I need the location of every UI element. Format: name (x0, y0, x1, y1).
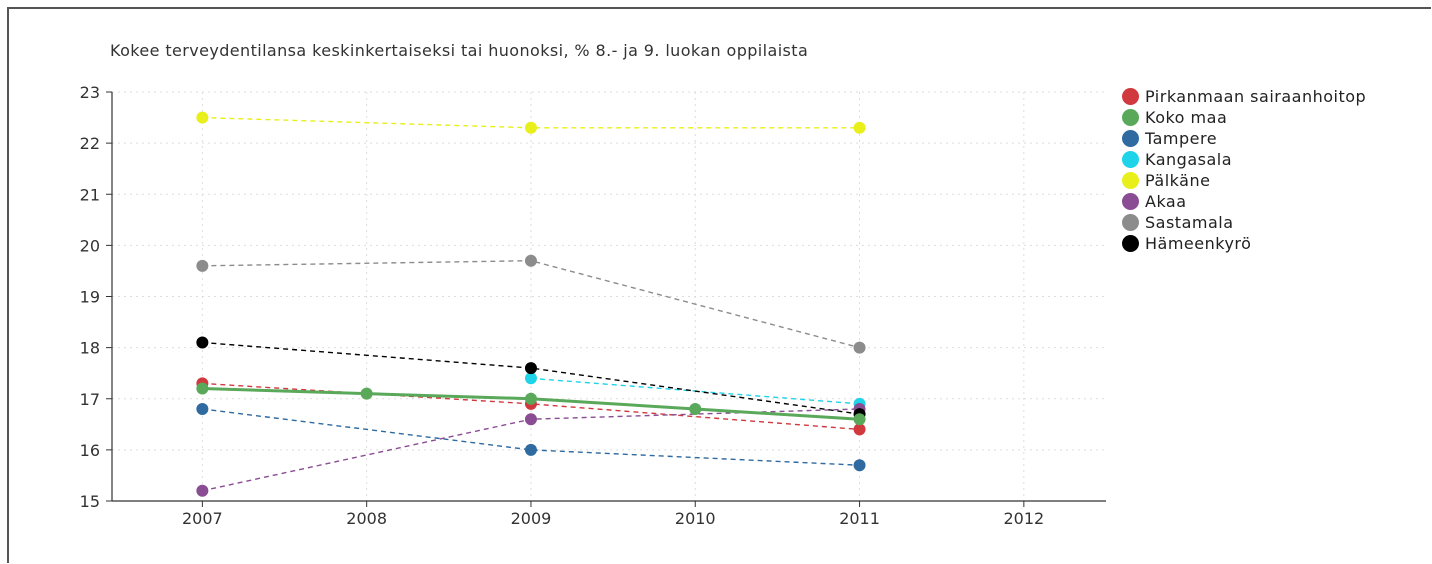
data-point-series-5 (196, 111, 209, 124)
legend-label: Akaa (1145, 192, 1187, 211)
y-tick-label: 19 (80, 288, 100, 307)
x-tick-label: 2008 (346, 509, 387, 528)
data-point-series-2 (689, 402, 702, 415)
legend-item[interactable]: Hämeenkyrö (1122, 233, 1432, 254)
series-line-3 (202, 408, 860, 466)
legend-item[interactable]: Sastamala (1122, 212, 1432, 233)
data-point-series-2 (853, 413, 866, 426)
axes: 15 16 17 18 19 20 21 22 23 2007 2008 2009 2010 2011 20… (80, 83, 1106, 528)
legend-label: Pälkäne (1145, 171, 1211, 190)
y-tick-label: 20 (80, 236, 100, 255)
series-line-8 (202, 341, 860, 415)
legend-marker (1122, 151, 1139, 168)
data-point-series-3 (853, 459, 866, 472)
legend-item[interactable]: Pirkanmaan sairaanhoitop (1122, 86, 1432, 107)
data-point-series-8 (196, 336, 209, 349)
y-tick-label: 17 (80, 390, 100, 409)
legend-marker (1122, 235, 1139, 252)
data-point-series-6 (196, 484, 209, 497)
data-point-series-2 (196, 382, 209, 395)
legend-item[interactable]: Akaa (1122, 191, 1432, 212)
data-point-series-7 (196, 259, 209, 272)
data-point-series-2 (524, 392, 537, 405)
grid (112, 91, 1106, 501)
x-tick-label: 2012 (1003, 509, 1044, 528)
legend-label: Hämeenkyrö (1145, 234, 1252, 253)
legend-item[interactable]: Pälkäne (1122, 170, 1432, 191)
legend-marker (1122, 172, 1139, 189)
legend-label: Tampere (1145, 129, 1218, 148)
data-point-series-2 (360, 387, 373, 400)
legend-marker (1122, 130, 1139, 147)
data-point-series-4 (524, 372, 537, 385)
y-tick-label: 23 (80, 83, 100, 102)
y-tick-label: 16 (80, 441, 100, 460)
y-tick-label: 18 (80, 339, 100, 358)
data-point-series-7 (524, 254, 537, 267)
legend-item[interactable]: Tampere (1122, 128, 1432, 149)
legend-marker (1122, 193, 1139, 210)
legend-marker (1122, 214, 1139, 231)
x-tick-label: 2011 (839, 509, 880, 528)
legend-marker (1122, 109, 1139, 126)
legend-item[interactable]: Koko maa (1122, 107, 1432, 128)
data-point-series-5 (853, 121, 866, 134)
chart-title: Kokee terveydentilansa keskinkertaiseksi… (110, 41, 808, 60)
data-point-series-3 (524, 443, 537, 456)
legend-label: Pirkanmaan sairaanhoitop (1145, 87, 1367, 106)
x-tick-label: 2009 (511, 509, 552, 528)
legend-label: Sastamala (1145, 213, 1234, 232)
legend: Pirkanmaan sairaanhoitop Koko maa Tampere K… (1122, 86, 1432, 254)
legend-label: Kangasala (1145, 150, 1233, 169)
data-point-series-6 (524, 413, 537, 426)
series-line-1 (202, 382, 860, 431)
legend-marker (1122, 88, 1139, 105)
y-tick-label: 21 (80, 185, 100, 204)
legend-item[interactable]: Kangasala (1122, 149, 1432, 170)
data-point-series-8 (524, 362, 537, 375)
data-point-series-5 (524, 121, 537, 134)
y-tick-label: 15 (80, 492, 100, 511)
x-tick-label: 2007 (182, 509, 223, 528)
legend-label: Koko maa (1145, 108, 1228, 127)
series-points (196, 111, 866, 497)
y-tick-label: 22 (80, 134, 100, 153)
data-point-series-3 (196, 402, 209, 415)
data-point-series-1 (853, 423, 866, 436)
data-point-series-7 (853, 341, 866, 354)
x-tick-label: 2010 (675, 509, 716, 528)
chart-frame (7, 7, 1431, 563)
